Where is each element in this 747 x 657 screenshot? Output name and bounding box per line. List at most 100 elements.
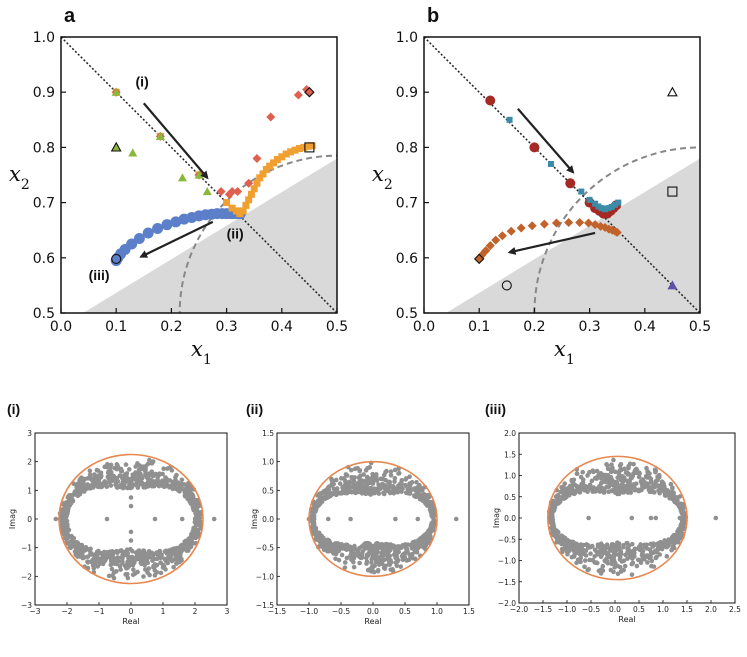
eigenvalue-point — [594, 560, 600, 566]
square-point — [242, 201, 250, 209]
outlier-eigenvalue — [128, 538, 134, 543]
square-point — [595, 203, 602, 210]
eigenvalue-point — [598, 480, 604, 486]
eigenvalue-point — [143, 481, 149, 487]
square-point — [250, 185, 258, 193]
chart-panel-ii: −1.5 −1.0 −0.5 0.0 0.5 1.0 1.5 −1.5 −1.0 −0.5 0.0 0… — [250, 429, 475, 626]
eigenvalue-point — [346, 489, 352, 495]
eigenvalue-point — [404, 558, 410, 563]
eigenvalue-point — [648, 480, 654, 485]
eigenvalue-point — [604, 543, 609, 548]
eigenvalue-point — [589, 478, 595, 484]
eigenvalue-point — [381, 490, 386, 496]
eigenvalue-point — [679, 509, 684, 515]
square-point — [615, 199, 622, 206]
x-axis-label-subscript: 1 — [203, 352, 212, 368]
eigenvalue-point — [65, 509, 71, 514]
eigenvalue-point — [355, 553, 361, 558]
eigenvalue-point — [179, 477, 185, 483]
open-square-point — [304, 142, 315, 153]
circle-point — [142, 227, 154, 239]
y-tick-label: 0 — [27, 515, 32, 524]
eigenvalue-point — [629, 541, 635, 547]
eigenvalue-point — [371, 546, 377, 552]
x-tick-label: 3 — [225, 607, 230, 616]
eigenvalue-point — [627, 461, 633, 467]
eigenvalue-point — [138, 557, 144, 563]
eigenvalue-point — [644, 542, 649, 548]
eigenvalue-point — [352, 466, 358, 472]
eigenvalue-point — [365, 490, 371, 496]
eigenvalue-point — [82, 487, 87, 493]
eigenvalue-point — [364, 541, 370, 547]
eigenvalue-point — [363, 468, 369, 473]
eigenvalue-point — [195, 515, 201, 521]
eigenvalue-point — [555, 494, 560, 499]
eigenvalue-point — [167, 478, 173, 483]
eigenvalue-point — [311, 512, 317, 518]
y-axis-label: Imag — [250, 509, 259, 529]
eigenvalue-point — [357, 468, 363, 474]
outlier-eigenvalue — [653, 515, 659, 521]
subpanel-i-letter: (i) — [7, 401, 20, 417]
eigenvalue-point — [107, 553, 113, 558]
eigenvalue-point — [121, 552, 126, 558]
eigenvalue-point — [131, 567, 136, 572]
eigenvalue-point — [92, 560, 98, 565]
eigenvalue-point — [631, 482, 637, 487]
y-tick-label: −2 — [21, 572, 32, 581]
subpanel-iii-letter: (iii) — [485, 401, 506, 417]
eigenvalue-point — [82, 555, 87, 560]
eigenvalue-point — [616, 471, 622, 477]
x-tick-label: −1.0 — [300, 607, 318, 616]
eigenvalue-point — [657, 474, 662, 480]
eigenvalue-point — [679, 521, 685, 527]
eigenvalue-point — [65, 522, 70, 527]
eigenvalue-point — [329, 491, 334, 497]
eigenvalue-point — [316, 530, 322, 536]
eigenvalue-point — [636, 488, 642, 494]
eigenvalue-point — [118, 567, 123, 572]
eigenvalue-point — [580, 469, 586, 475]
eigenvalue-point — [592, 475, 598, 481]
eigenvalue-point — [590, 557, 596, 563]
eigenvalue-point — [552, 500, 558, 506]
eigenvalue-point — [410, 546, 416, 551]
eigenvalue-point — [195, 534, 201, 539]
eigenvalue-point — [654, 554, 659, 560]
eigenvalue-point — [618, 549, 624, 554]
eigenvalue-point — [362, 546, 368, 551]
eigenvalue-point — [636, 474, 642, 480]
eigenvalue-point — [667, 537, 672, 543]
eigenvalue-point — [150, 558, 155, 563]
outlier-eigenvalue — [348, 516, 353, 522]
eigenvalue-point — [107, 473, 113, 479]
outlier-eigenvalue — [128, 529, 134, 535]
diamond-point — [244, 178, 254, 188]
eigenvalue-point — [375, 545, 381, 551]
eigenvalue-point — [134, 549, 140, 555]
eigenvalue-point — [394, 559, 400, 564]
eigenvalue-point — [394, 489, 399, 494]
eigenvalue-point — [370, 471, 375, 477]
eigenvalue-point — [181, 482, 187, 487]
eigenvalue-point — [548, 509, 553, 514]
square-point — [592, 200, 599, 207]
square-point — [608, 204, 615, 211]
outlier-eigenvalue — [211, 516, 217, 522]
x-tick-label: −1.0 — [558, 605, 576, 614]
eigenvalue-point — [124, 471, 130, 476]
eigenvalue-point — [128, 562, 134, 567]
outlier-eigenvalue — [152, 516, 158, 522]
eigenvalue-point — [106, 573, 112, 579]
eigenvalue-point — [656, 488, 661, 493]
y-tick-label: 1.0 — [262, 458, 274, 467]
eigenvalue-point — [562, 481, 568, 486]
eigenvalue-point — [67, 544, 72, 550]
eigenvalue-point — [147, 572, 152, 578]
square-point — [586, 196, 593, 203]
open-diamond-point — [304, 86, 315, 98]
eigenvalue-point — [668, 481, 674, 487]
eigenvalue-point — [615, 475, 620, 480]
x-tick-label: 0.5 — [399, 607, 411, 616]
